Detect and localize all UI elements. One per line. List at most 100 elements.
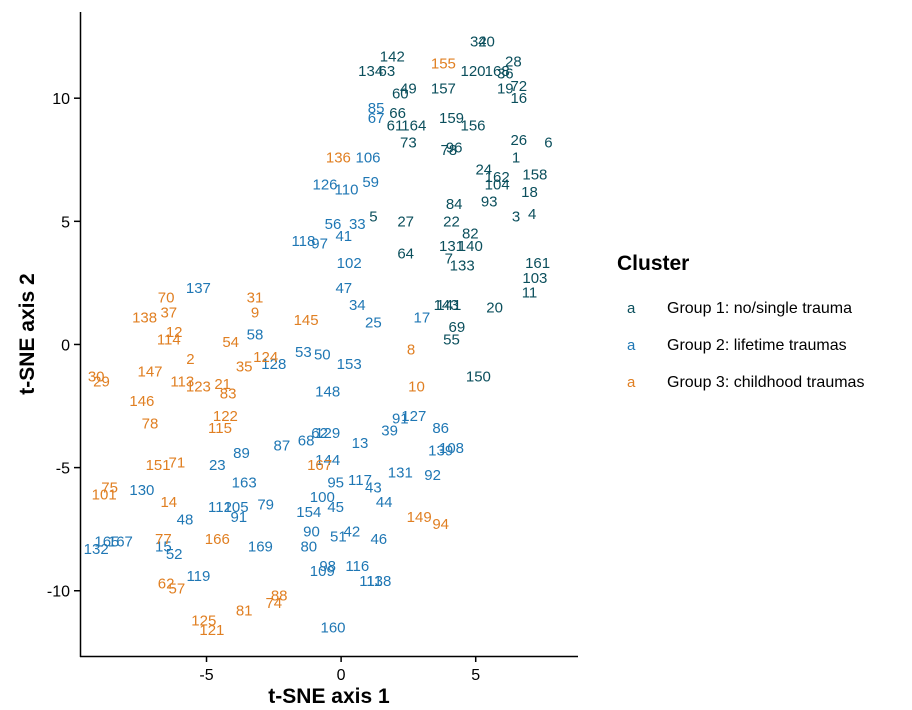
point-label: 69 — [449, 319, 466, 336]
point-label: 121 — [199, 622, 224, 639]
y-tick-label: 0 — [61, 337, 70, 354]
point-label: 98 — [319, 558, 336, 575]
point-label: 44 — [376, 494, 393, 511]
x-axis-title: t-SNE axis 1 — [268, 685, 390, 708]
point-label: 162 — [485, 169, 510, 186]
point-label: 39 — [381, 423, 398, 440]
point-label: 66 — [389, 105, 406, 122]
point-label: 143 — [434, 297, 459, 314]
point-label: 112 — [208, 499, 232, 516]
legend-key-group-1: a — [627, 300, 636, 317]
point-label: 141 — [436, 297, 461, 314]
point-label: 13 — [352, 435, 369, 452]
point-label: 93 — [481, 194, 498, 211]
point-label: 90 — [303, 524, 320, 541]
point-label: 101 — [92, 487, 117, 504]
point-label: 37 — [160, 305, 177, 322]
point-label: 130 — [129, 482, 154, 499]
point-label: 17 — [414, 309, 431, 326]
point-label: 104 — [485, 176, 510, 193]
point-label: 50 — [314, 346, 331, 363]
point-label: 103 — [522, 270, 547, 287]
point-label: 126 — [312, 176, 337, 193]
point-label: 133 — [450, 258, 475, 275]
point-label: 119 — [186, 568, 210, 585]
legend-label-group-3: Group 3: childhood traumas — [667, 373, 865, 391]
point-label: 61 — [387, 117, 404, 134]
point-label: 79 — [257, 497, 274, 514]
point-label: 159 — [439, 110, 464, 127]
axes — [79, 12, 578, 658]
point-label: 160 — [320, 620, 345, 637]
point-label: 102 — [337, 255, 362, 272]
point-label: 7 — [445, 250, 453, 267]
point-label: 63 — [379, 63, 396, 80]
point-label: 114 — [157, 332, 181, 349]
point-label: 56 — [325, 216, 342, 233]
point-label: 9 — [251, 305, 259, 322]
point-label: 131 — [388, 465, 413, 482]
point-label: 19 — [497, 80, 514, 97]
point-label: 142 — [380, 48, 405, 65]
point-label: 138 — [366, 573, 391, 590]
point-label: 28 — [505, 53, 522, 70]
point-label: 111 — [359, 573, 382, 590]
point-label: 1 — [512, 149, 520, 166]
point-label: 80 — [300, 538, 317, 555]
point-label: 166 — [205, 531, 230, 548]
point-label: 62 — [158, 575, 175, 592]
point-label: 75 — [101, 479, 118, 496]
point-label: 46 — [370, 531, 387, 548]
point-label: 91 — [392, 410, 409, 427]
point-label: 14 — [160, 494, 177, 511]
point-label: 31 — [247, 290, 264, 307]
point-label: 52 — [166, 546, 183, 563]
y-tick-label: 10 — [52, 91, 70, 108]
point-label: 153 — [337, 356, 362, 373]
point-label: 128 — [261, 356, 286, 373]
point-label: 78 — [142, 415, 159, 432]
point-label: 15 — [155, 538, 172, 555]
point-label: 57 — [169, 580, 186, 597]
point-label: 91 — [230, 509, 247, 526]
point-label: 74 — [265, 595, 282, 612]
point-label: 156 — [460, 117, 485, 134]
point-label: 116 — [345, 558, 369, 575]
point-label: 29 — [93, 373, 110, 390]
point-label: 110 — [335, 181, 359, 198]
point-label: 10 — [408, 378, 425, 395]
point-label: 113 — [170, 373, 194, 390]
point-label: 124 — [253, 349, 278, 366]
point-label: 40 — [478, 34, 495, 51]
point-label: 96 — [446, 139, 463, 156]
point-label: 108 — [439, 440, 464, 457]
x-tick-label: -5 — [199, 667, 213, 684]
point-label: 157 — [431, 80, 456, 97]
point-label: 8 — [407, 341, 415, 358]
point-label: 132 — [84, 541, 109, 558]
y-tick-label: -5 — [56, 461, 70, 478]
point-label: 23 — [209, 457, 226, 474]
point-label: 41 — [335, 228, 352, 245]
point-label: 158 — [522, 167, 547, 184]
axis-ticks: -5 0 5 -10 -5 0 5 10 — [47, 91, 480, 684]
point-label: 123 — [186, 378, 211, 395]
point-label: 70 — [158, 290, 175, 307]
point-label: 136 — [326, 149, 351, 166]
point-label: 155 — [431, 56, 456, 73]
point-label: 145 — [294, 312, 319, 329]
point-label: 129 — [315, 425, 340, 442]
point-label: 6 — [544, 135, 552, 152]
point-label: 109 — [310, 563, 335, 580]
point-label: 25 — [365, 314, 382, 331]
point-label: 134 — [358, 63, 383, 80]
point-label: 115 — [208, 420, 232, 437]
x-tick-label: 0 — [337, 667, 346, 684]
point-label: 53 — [295, 344, 312, 361]
point-label: 161 — [525, 255, 550, 272]
legend-key-group-2: a — [627, 337, 636, 354]
